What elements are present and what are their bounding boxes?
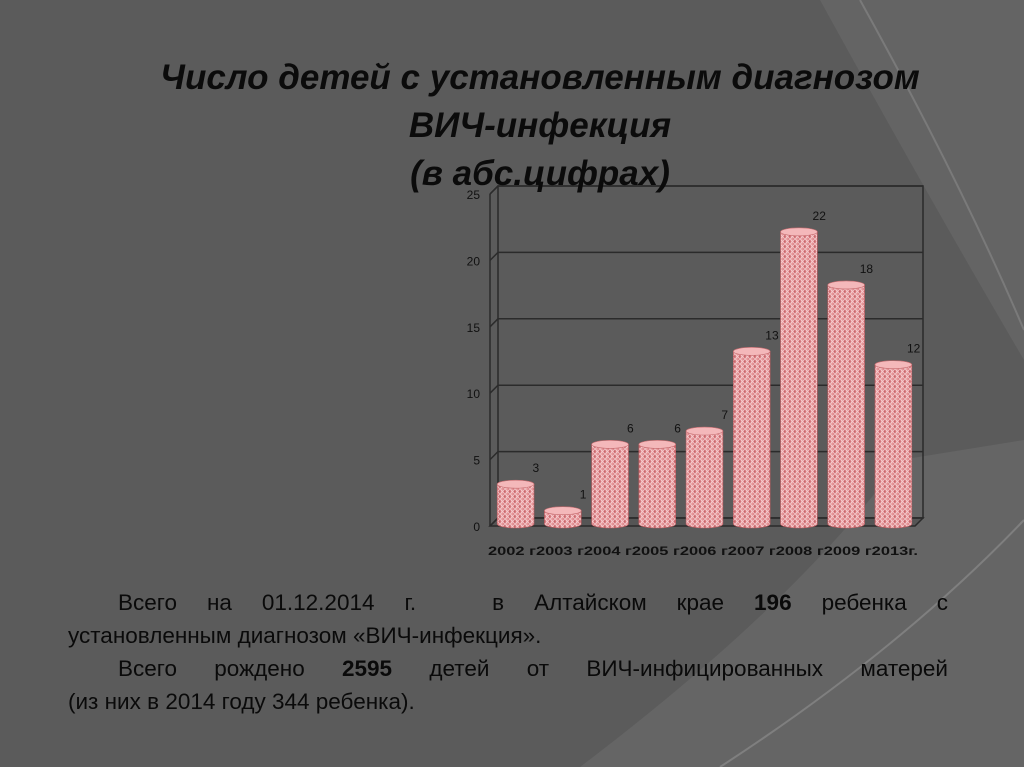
summary-text: детей от ВИЧ-инфицированных матерей xyxy=(429,656,948,681)
y-tick-label: 5 xyxy=(473,454,480,468)
x-axis-tick-labels: 2002 г2003 г2004 г2005 г2006 г2007 г2008… xyxy=(488,544,918,558)
births-count: 2595 xyxy=(342,656,393,681)
summary-text: Всего на 01.12.2014 г. xyxy=(118,590,417,615)
bar-chart: 0 5 10 15 20 25 3 1 6 6 7 13 22 18 12 2002 г2003 г2004 … xyxy=(467,185,925,558)
data-label: 22 xyxy=(813,209,827,223)
bar xyxy=(780,231,818,529)
bar-top xyxy=(591,440,629,449)
bar-top xyxy=(780,227,818,237)
bar xyxy=(733,351,771,529)
slide-title-line-2: ВИЧ-инфекция xyxy=(408,106,672,145)
gridline xyxy=(489,251,923,261)
slide-title-line-3: (в абс.цифрах) xyxy=(410,154,670,193)
bar xyxy=(544,510,582,529)
data-label: 7 xyxy=(721,408,728,422)
y-tick-label: 20 xyxy=(467,254,481,268)
bar xyxy=(827,284,865,529)
data-label: 6 xyxy=(627,421,634,435)
summary-text: в Алтайском крае xyxy=(492,590,725,615)
slide-title-line-1: Число детей с установленным диагнозом xyxy=(160,58,920,97)
y-tick-label: 0 xyxy=(473,520,480,534)
data-label: 18 xyxy=(860,262,874,276)
data-label: 12 xyxy=(907,342,921,356)
summary-text: Всего рождено xyxy=(118,656,305,681)
data-label: 1 xyxy=(580,488,587,502)
bar xyxy=(638,444,676,529)
y-tick-label: 25 xyxy=(467,188,481,202)
gridline xyxy=(489,185,923,195)
bar-top xyxy=(827,280,865,290)
bar-top xyxy=(496,479,535,489)
bar-top xyxy=(733,347,771,356)
summary-line-1: Всего на 01.12.2014 г. в Алтайском крае … xyxy=(68,586,948,619)
bar-top xyxy=(544,506,582,516)
bar xyxy=(685,430,724,529)
summary-text: ребенка с xyxy=(821,590,948,615)
bar xyxy=(591,444,629,529)
y-tick-label: 15 xyxy=(467,321,481,335)
bar xyxy=(496,483,535,529)
summary-line-2: Всего рождено 2595 детей от ВИЧ-инфициро… xyxy=(68,652,948,685)
data-label: 6 xyxy=(674,421,681,435)
bar-top xyxy=(685,426,724,436)
summary-paragraph-1: Всего на 01.12.2014 г. в Алтайском крае … xyxy=(68,586,948,652)
bar xyxy=(874,364,913,529)
summary-text: установленным диагнозом «ВИЧ-инфекция». xyxy=(68,623,542,648)
summary-text: (из них в 2014 году 344 ребенка). xyxy=(68,689,415,714)
y-tick-label: 10 xyxy=(467,387,481,401)
bar-top xyxy=(638,440,676,449)
summary-paragraph-2: Всего рождено 2595 детей от ВИЧ-инфициро… xyxy=(68,652,948,718)
bar-top xyxy=(874,360,913,369)
data-label: 13 xyxy=(765,328,779,342)
children-count: 196 xyxy=(754,590,792,615)
data-label: 3 xyxy=(533,461,540,475)
